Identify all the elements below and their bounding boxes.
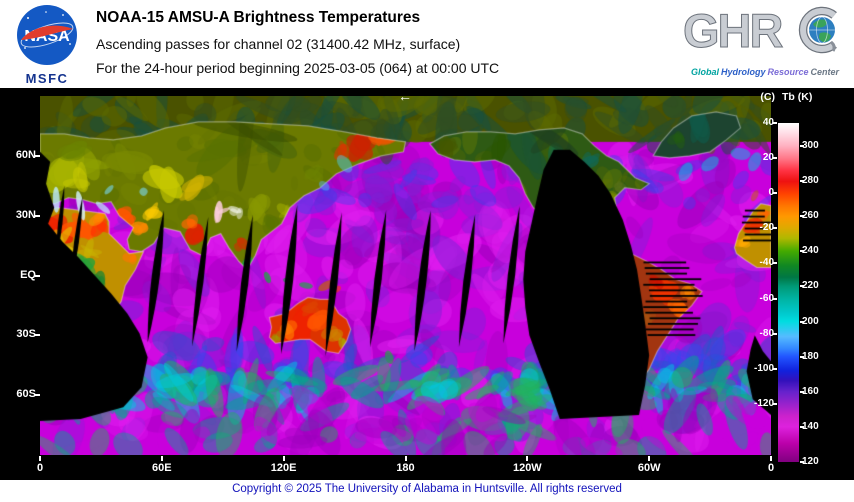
lon-tick [282,456,285,461]
lat-label-60N: 60N [15,148,36,161]
lon-tick [648,456,651,461]
lon-tick [404,456,407,461]
ghrc-tagline-word: Resource [767,67,809,77]
lon-tick [160,456,163,461]
colorbar-tick [800,425,804,428]
lat-label-30N: 30N [15,208,36,221]
colorbar-kelvin-180: 180 [802,350,819,362]
lat-label-EQ: EQ [20,268,36,281]
colorbar-celsius-0: 0 [768,187,774,199]
colorbar-celsius--100: -100 [753,362,774,374]
colorbar-tick [800,215,804,218]
colorbar-celsius--60: -60 [759,292,774,304]
lat-label-30S: 30S [16,328,36,341]
ghrc-tagline-word: Hydrology [720,67,766,77]
lat-tick [35,274,40,277]
lon-label-3: 180 [396,462,415,474]
lon-tick [39,456,41,461]
colorbar-gradient [778,123,799,462]
colorbar-celsius-title: (C) [760,91,775,103]
cursor-arrow: ← [398,88,412,104]
subtitle-period: For the 24-hour period beginning 2025-03… [96,60,500,76]
colorbar-tick [800,355,804,358]
lon-tick [770,456,772,461]
lat-tick [35,154,40,157]
colorbar-tick [800,145,804,148]
colorbar-tick [800,461,804,463]
lat-label-60S: 60S [16,388,36,401]
colorbar-tick [773,332,777,335]
colorbar-tick [800,320,804,323]
colorbar-celsius--20: -20 [759,222,774,234]
colorbar-tick [773,262,777,265]
colorbar-kelvin-200: 200 [802,315,819,327]
lon-label-1: 60E [152,462,172,474]
colorbar-tick [800,390,804,393]
colorbar-tick [773,367,777,370]
lat-tick [35,394,40,397]
lon-label-2: 120E [270,462,297,474]
colorbar-tick [773,192,777,195]
lon-label-4: 120W [512,462,542,474]
colorbar-celsius--120: -120 [753,397,774,409]
subtitle-channel: Ascending passes for channel 02 (31400.4… [96,36,461,52]
colorbar-kelvin-120: 120 [802,456,819,467]
colorbar-tick [773,122,777,124]
colorbar-tick [800,250,804,253]
colorbar-celsius--40: -40 [759,257,774,269]
title-block: NOAA-15 AMSU-A Brightness Temperatures A… [96,9,499,84]
colorbar-kelvin-160: 160 [802,385,819,397]
colorbar-kelvin-280: 280 [802,175,819,187]
colorbar-tick [773,297,777,300]
ghrc-tagline-word: Global [690,67,719,77]
colorbar-tick [773,402,777,405]
colorbar-celsius-40: 40 [762,117,774,128]
lon-label-5: 60W [637,462,661,474]
ghrc-logo-icon: GHR [683,4,837,58]
colorbar-kelvin-220: 220 [802,280,819,292]
msfc-label: MSFC [25,71,69,86]
colorbar-celsius--80: -80 [759,327,774,339]
brightness-temperature-map [40,96,771,455]
nasa-logo: NASA MSFC [10,4,84,86]
page-title: NOAA-15 AMSU-A Brightness Temperatures [96,9,421,26]
map-section: ← (C) Tb (K) 60N 30N EQ 30S 60S 0 60E 120E 180 12… [0,88,854,480]
copyright-text: Copyright © 2025 The University of Alaba… [232,483,622,495]
colorbar-tick [800,285,804,288]
colorbar-kelvin-240: 240 [802,245,819,257]
nasa-insignia-icon: NASA [17,5,77,65]
colorbar-kelvin-title: Tb (K) [782,91,813,103]
ghrc-logo: GHR Global Hydrology Resource Center [680,3,850,80]
lat-tick [35,334,40,337]
ghrc-acronym-text: GHR [683,4,783,57]
lon-label-0: 0 [36,462,44,474]
colorbar-kelvin-140: 140 [802,420,819,432]
lat-tick [35,214,40,217]
colorbar-tick [800,180,804,183]
ghrc-tagline-word: Center [810,67,840,77]
ghrc-tagline: Global Hydrology Resource Center [680,62,850,80]
colorbar-tick [773,157,777,160]
colorbar-kelvin-260: 260 [802,210,819,222]
colorbar-celsius-20: 20 [762,152,774,164]
footer: Copyright © 2025 The University of Alaba… [0,480,854,502]
colorbar-tick [773,227,777,230]
lon-tick [526,456,529,461]
colorbar-kelvin-300: 300 [802,140,819,152]
globe-icon [809,16,836,52]
map-overlay: ← (C) Tb (K) 60N 30N EQ 30S 60S 0 60E 120E 180 12… [0,88,854,480]
header: NASA MSFC NOAA-15 AMSU-A Brightness Temp… [0,0,854,88]
lon-label-6: 0 [767,462,775,474]
